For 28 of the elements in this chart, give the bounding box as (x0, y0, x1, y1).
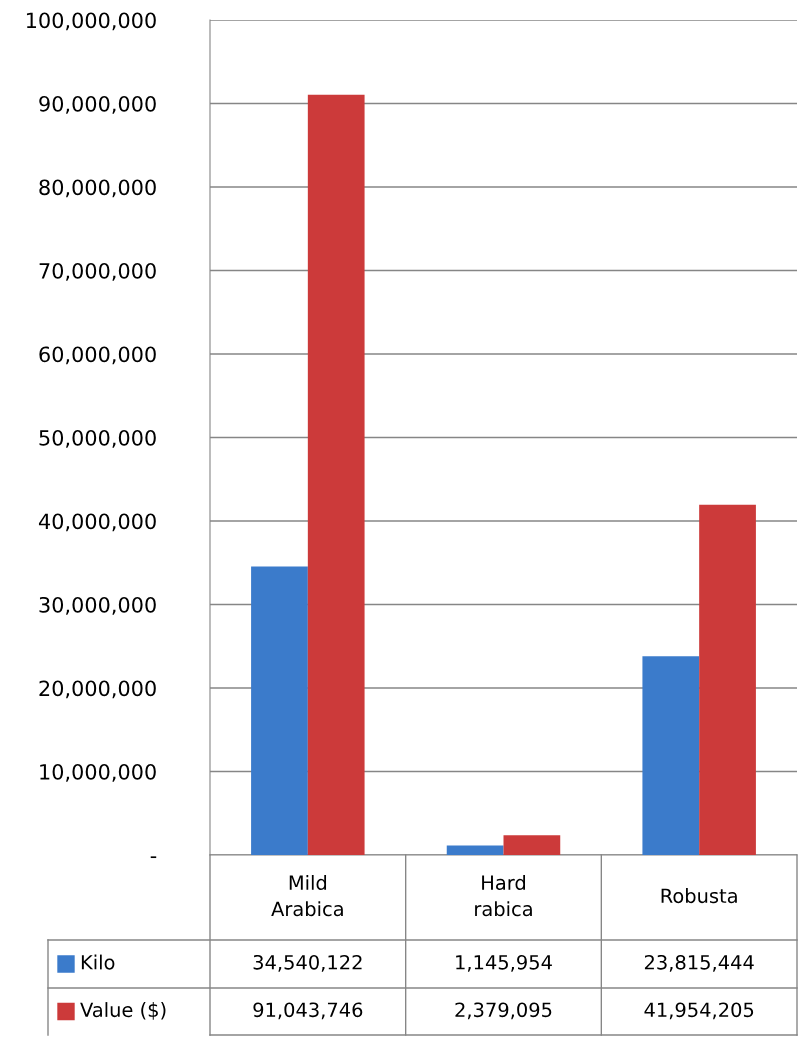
y-tick-label: 50,000,000 (39, 429, 156, 448)
legend-label: Kilo (81, 954, 115, 970)
data-label: 41,954,205 (644, 1002, 754, 1020)
data-label: 91,043,746 (253, 1002, 363, 1020)
y-tick-label: 100,000,000 (26, 12, 156, 31)
y-tick-label: - (150, 856, 157, 859)
y-tick-label: 80,000,000 (39, 179, 156, 198)
y-tick-label: 20,000,000 (39, 680, 156, 699)
legend-label: Value ($) (80, 1002, 166, 1020)
bar (307, 94, 365, 855)
data-label: 2,379,095 (455, 1002, 552, 1020)
data-label: 1,145,954 (456, 954, 552, 972)
y-tick-label: 30,000,000 (39, 596, 156, 615)
y-tick-label: 90,000,000 (39, 95, 156, 114)
data-label: 34,540,122 (253, 954, 362, 972)
y-tick-label: 10,000,000 (40, 763, 156, 782)
bar (642, 656, 700, 855)
y-tick-label: 70,000,000 (39, 262, 156, 281)
x-tick-label: Hard rabica (475, 874, 532, 917)
bar (446, 845, 504, 855)
bar (503, 835, 561, 855)
y-tick-label: 40,000,000 (38, 513, 156, 532)
x-tick-label: Robusta (661, 888, 737, 904)
bar (251, 566, 308, 855)
x-tick-label: Mild Arabica (271, 874, 343, 917)
data-label: 23,815,444 (644, 954, 754, 972)
y-tick-label: 60,000,000 (39, 346, 156, 365)
bar (699, 504, 756, 855)
